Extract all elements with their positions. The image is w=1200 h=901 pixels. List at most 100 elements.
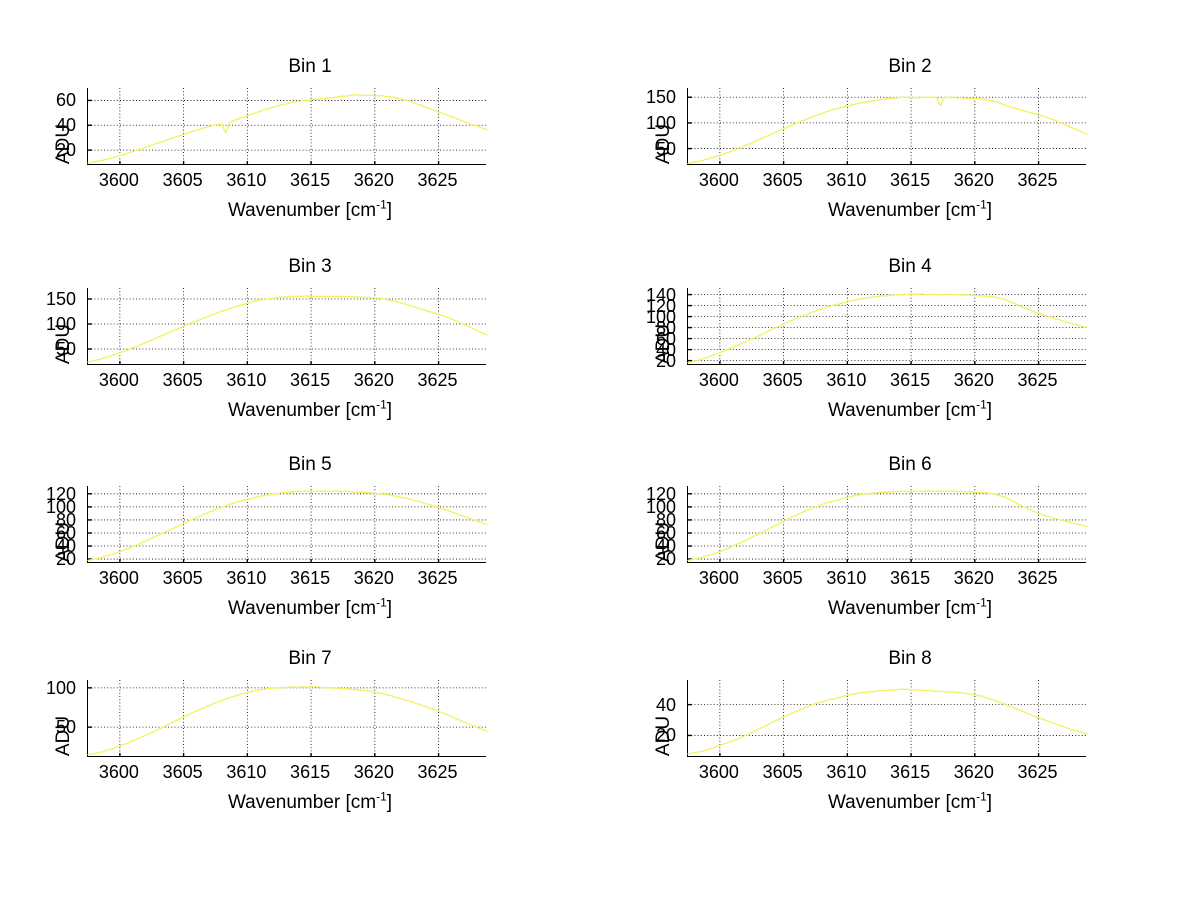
plot-svg <box>687 288 1088 365</box>
x-axis-label-bracket: ] <box>986 598 993 619</box>
y-tick-label: 120 <box>645 295 676 316</box>
x-axis-label-text: Wavenumber [cm <box>227 598 377 619</box>
x-axis-label-bracket: ] <box>386 792 393 813</box>
x-tick-label: 3600 <box>698 170 739 190</box>
x-tick-label: 3625 <box>417 568 458 588</box>
x-tick-label: 3610 <box>826 762 867 782</box>
x-tick-label: 3610 <box>226 170 267 190</box>
x-tick-label: 3615 <box>290 762 331 782</box>
x-tick-label: 3615 <box>890 370 931 390</box>
x-axis-label-exponent: -1 <box>376 397 387 412</box>
x-tick-labels: 3600 3605 3610 3615 3620 3625 <box>687 761 1086 785</box>
x-tick-label: 3605 <box>762 370 803 390</box>
panel-title: Bin 8 <box>888 648 932 669</box>
x-tick-label: 3600 <box>98 568 139 588</box>
y-tick-label: 150 <box>645 87 676 108</box>
y-tick-label: 80 <box>655 317 676 338</box>
y-tick-label: 40 <box>55 536 76 557</box>
x-tick-label: 3605 <box>762 170 803 190</box>
data-trace-line <box>687 490 1088 562</box>
x-tick-label: 3615 <box>890 568 931 588</box>
y-tick-label: 60 <box>55 522 76 543</box>
x-axis-label-exponent: -1 <box>376 789 387 804</box>
x-axis-label-bracket: ] <box>986 400 993 421</box>
plot-area <box>87 486 488 563</box>
x-axis-label-text: Wavenumber [cm <box>827 792 977 813</box>
x-tick-labels: 3600 3605 3610 3615 3620 3625 <box>687 169 1086 193</box>
chart-panel-bin-8: Bin 8 ADU Wavenumber [cm-1] 3600 3605 3610 361… <box>610 647 1200 848</box>
x-tick-labels: 3600 3605 3610 3615 3620 3625 <box>87 169 486 193</box>
chart-panel-bin-6: Bin 6 ADU Wavenumber [cm-1] 3600 3605 3610 361… <box>610 453 1200 654</box>
y-tick-label: 20 <box>655 725 676 746</box>
data-trace-line <box>87 295 488 363</box>
x-tick-label: 3605 <box>762 568 803 588</box>
x-tick-label: 3615 <box>290 170 331 190</box>
x-axis-label-text: Wavenumber [cm <box>227 792 377 813</box>
x-axis-label-exponent: -1 <box>976 789 987 804</box>
x-axis-label-text: Wavenumber [cm <box>227 400 377 421</box>
x-tick-label: 3625 <box>417 170 458 190</box>
plot-svg <box>687 680 1088 757</box>
x-axis-label-exponent: -1 <box>376 197 387 212</box>
x-tick-label: 3600 <box>698 370 739 390</box>
x-axis-label-bracket: ] <box>386 598 393 619</box>
x-tick-label: 3605 <box>162 762 203 782</box>
data-trace-line <box>87 490 488 562</box>
y-tick-label: 140 <box>645 284 676 305</box>
x-axis-label-text: Wavenumber [cm <box>827 400 977 421</box>
y-tick-label: 100 <box>45 496 76 517</box>
y-tick-labels: 20 40 60 80 100 120 <box>610 484 682 569</box>
x-tick-label: 3615 <box>890 170 931 190</box>
x-axis-label-exponent: -1 <box>376 595 387 610</box>
y-tick-labels: 50 100 <box>10 677 82 757</box>
x-tick-label: 3615 <box>290 370 331 390</box>
y-tick-label: 50 <box>55 339 76 359</box>
x-tick-labels: 3600 3605 3610 3615 3620 3625 <box>687 567 1086 591</box>
y-tick-label: 20 <box>55 140 76 161</box>
y-tick-labels: 50 100 150 <box>10 288 82 365</box>
x-tick-label: 3620 <box>953 170 994 190</box>
x-tick-label: 3600 <box>98 762 139 782</box>
chart-panel-bin-5: Bin 5 ADU Wavenumber [cm-1] 3600 3605 3610 361… <box>10 453 610 654</box>
y-tick-labels: 20 40 <box>610 680 682 757</box>
x-axis-label: Wavenumber [cm-1] <box>610 397 1200 422</box>
x-axis-label: Wavenumber [cm-1] <box>10 789 610 814</box>
y-tick-label: 50 <box>55 717 76 738</box>
plot-svg <box>87 680 488 757</box>
x-axis-label-exponent: -1 <box>976 595 987 610</box>
x-tick-label: 3625 <box>1017 370 1058 390</box>
y-tick-label: 20 <box>655 350 676 371</box>
x-tick-label: 3610 <box>226 568 267 588</box>
y-tick-label: 100 <box>45 677 76 698</box>
chart-panel-bin-2: Bin 2 ADU Wavenumber [cm-1] 3600 3605 3610 361… <box>610 55 1200 256</box>
y-tick-label: 100 <box>645 112 676 133</box>
y-tick-label: 80 <box>655 509 676 530</box>
chart-panel-bin-7: Bin 7 ADU Wavenumber [cm-1] 3600 3605 3610 361… <box>10 647 610 848</box>
x-tick-label: 3625 <box>1017 762 1058 782</box>
panel-title: Bin 5 <box>288 454 332 475</box>
y-tick-label: 20 <box>655 549 676 570</box>
y-tick-label: 60 <box>55 90 76 111</box>
plot-svg <box>87 88 488 165</box>
plot-area <box>87 288 488 365</box>
x-tick-label: 3620 <box>353 370 394 390</box>
chart-panel-bin-1: Bin 1 ADU Wavenumber [cm-1] 3600 3605 3610 361… <box>10 55 610 256</box>
x-axis-label-exponent: -1 <box>976 397 987 412</box>
plot-area <box>87 680 488 757</box>
x-tick-label: 3625 <box>1017 568 1058 588</box>
x-axis-label: Wavenumber [cm-1] <box>610 199 1200 222</box>
x-axis-label: Wavenumber [cm-1] <box>10 197 610 222</box>
y-tick-labels: 20 40 60 <box>10 88 82 165</box>
y-tick-label: 120 <box>45 483 76 504</box>
x-axis-label-text: Wavenumber [cm <box>227 200 377 221</box>
y-tick-label: 60 <box>655 328 676 349</box>
plot-area <box>87 88 488 165</box>
x-tick-label: 3610 <box>826 370 867 390</box>
plot-svg <box>687 486 1088 563</box>
x-tick-label: 3600 <box>698 568 739 588</box>
x-tick-label: 3620 <box>953 568 994 588</box>
y-tick-label: 40 <box>655 536 676 557</box>
x-tick-label: 3625 <box>417 762 458 782</box>
x-tick-label: 3615 <box>890 762 931 782</box>
data-trace-line <box>87 94 488 164</box>
